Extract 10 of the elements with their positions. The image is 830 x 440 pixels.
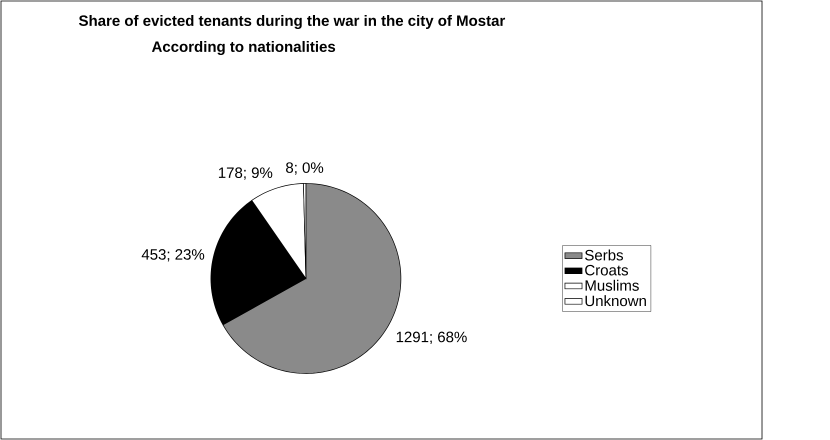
data-label: 8; 0% xyxy=(286,162,324,175)
legend-label: Serbs xyxy=(585,249,624,260)
legend-label: Croats xyxy=(585,264,628,276)
data-label: 178; 9% xyxy=(218,167,272,180)
chart-title: Share of evicted tenants during the war in the city of Mostar xyxy=(78,14,506,30)
data-label: 453; 23% xyxy=(142,249,204,262)
data-label: 1291; 68% xyxy=(396,332,467,344)
legend-label: Unknown xyxy=(586,295,646,306)
legend-label: Muslims xyxy=(586,280,639,291)
chart-subtitle: According to nationalities xyxy=(152,40,336,56)
